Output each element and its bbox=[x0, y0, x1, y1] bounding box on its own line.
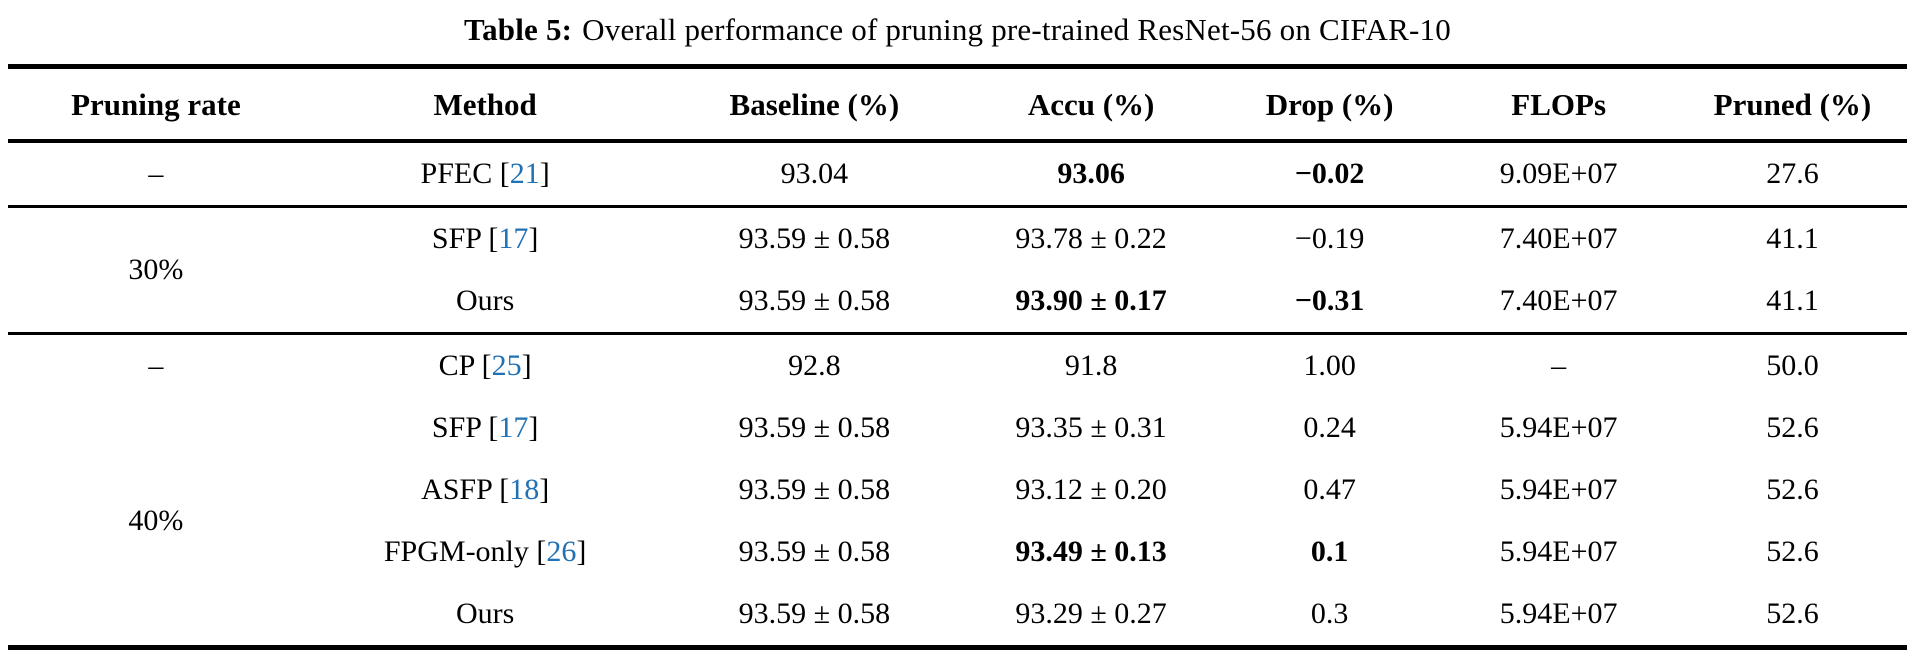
flops-cell: 5.94E+07 bbox=[1499, 411, 1618, 444]
accu-cell: 93.78 ± 0.22 bbox=[962, 205, 1220, 270]
method-cell: ASFP [18] bbox=[421, 473, 550, 506]
citation-link[interactable]: 17 bbox=[498, 411, 529, 444]
col-header-method: Method bbox=[433, 87, 537, 122]
drop-cell: −0.31 bbox=[1294, 284, 1365, 317]
drop-cell: 0.24 bbox=[1303, 411, 1356, 444]
pruning-rate-cell: – bbox=[8, 332, 304, 397]
accu-cell: 93.06 bbox=[1057, 157, 1125, 190]
col-header-accu: Accu (%) bbox=[1027, 87, 1155, 122]
table-row: – PFEC [21] 93.04 93.06 −0.02 9.09E+07 27.6 bbox=[8, 141, 1907, 207]
baseline-cell: 93.59 ± 0.58 bbox=[738, 597, 891, 630]
pruned-cell: 41.1 bbox=[1677, 205, 1907, 270]
pruning-rate-cell: – bbox=[148, 157, 164, 190]
drop-cell: −0.02 bbox=[1294, 157, 1365, 190]
col-header-flops: FLOPs bbox=[1511, 87, 1607, 122]
drop-cell: 0.1 bbox=[1310, 535, 1349, 568]
pruned-cell: 41.1 bbox=[1766, 284, 1819, 317]
pruning-rate-cell: 40% bbox=[128, 504, 184, 537]
col-header-drop: Drop (%) bbox=[1265, 87, 1394, 122]
pruned-cell: 27.6 bbox=[1766, 157, 1819, 190]
col-header-pruned: Pruned (%) bbox=[1713, 87, 1872, 122]
flops-cell: 7.40E+07 bbox=[1439, 205, 1678, 270]
baseline-cell: 92.8 bbox=[666, 332, 963, 397]
header-row: Pruning rate Method Baseline (%) Accu (%… bbox=[8, 66, 1907, 141]
table-row: – CP [25] 92.8 91.8 1.00–50.0 bbox=[8, 332, 1907, 397]
method-name: ASFP bbox=[421, 473, 492, 506]
method-name: FPGM-only bbox=[383, 535, 529, 568]
table-row: Ours 93.59 ± 0.58 93.29 ± 0.27 0.3 5.94E+07 5… bbox=[8, 583, 1907, 648]
method-cell: CP [25] bbox=[303, 332, 667, 397]
table-caption: Table 5: Overall performance of pruning p… bbox=[8, 10, 1907, 50]
method-name: CP bbox=[438, 349, 475, 382]
drop-cell: 0.3 bbox=[1310, 597, 1349, 630]
flops-cell: – bbox=[1439, 332, 1678, 397]
method-cell: PFEC [21] bbox=[420, 157, 550, 190]
col-header-pruning-rate: Pruning rate bbox=[71, 87, 241, 122]
flops-cell: 5.94E+07 bbox=[1499, 473, 1618, 506]
accu-cell: 93.90 ± 0.17 bbox=[1015, 284, 1167, 317]
table-row: FPGM-only [26] 93.59 ± 0.58 93.49 ± 0.13 0.… bbox=[8, 521, 1907, 583]
table-row: 40% SFP [17] 93.59 ± 0.58 93.35 ± 0.31 0.24 5… bbox=[8, 397, 1907, 537]
table-row: ASFP [18] 93.59 ± 0.58 93.12 ± 0.20 0.47 5.9… bbox=[8, 459, 1907, 521]
method-cell: Ours bbox=[304, 270, 667, 334]
flops-cell: 5.94E+07 bbox=[1499, 535, 1618, 568]
table-row: Ours 93.59 ± 0.58 93.90 ± 0.17 −0.31 7.40E+0… bbox=[8, 270, 1907, 334]
baseline-cell: 93.59 ± 0.58 bbox=[666, 205, 963, 270]
pruned-cell: 52.6 bbox=[1766, 411, 1819, 444]
method-cell: Ours bbox=[304, 583, 667, 648]
pruned-cell: 52.6 bbox=[1766, 535, 1819, 568]
accu-cell: 93.35 ± 0.31 bbox=[1015, 411, 1167, 444]
pruned-cell: 52.6 bbox=[1766, 473, 1819, 506]
baseline-cell: 93.59 ± 0.58 bbox=[738, 411, 891, 444]
table-caption-text: Overall performance of pruning pre-train… bbox=[582, 12, 1451, 47]
accu-cell: 93.49 ± 0.13 bbox=[1015, 535, 1167, 568]
drop-cell: 0.47 bbox=[1303, 473, 1356, 506]
citation-link[interactable]: 17 bbox=[498, 222, 529, 255]
col-header-baseline: Baseline (%) bbox=[729, 87, 900, 122]
method-name: Ours bbox=[455, 284, 515, 317]
drop-cell: −0.19 bbox=[1219, 205, 1440, 270]
method-name: Ours bbox=[455, 597, 515, 630]
pruning-rate-cell: 30% bbox=[8, 205, 304, 334]
citation-link[interactable]: 26 bbox=[546, 535, 577, 568]
citation-link[interactable]: 21 bbox=[509, 157, 540, 190]
flops-cell: 5.94E+07 bbox=[1499, 597, 1618, 630]
flops-cell: 7.40E+07 bbox=[1499, 284, 1618, 317]
baseline-cell: 93.04 bbox=[780, 157, 849, 190]
accu-cell: 93.12 ± 0.20 bbox=[1015, 473, 1167, 506]
baseline-cell: 93.59 ± 0.58 bbox=[738, 284, 891, 317]
accu-cell: 93.29 ± 0.27 bbox=[1015, 597, 1167, 630]
baseline-cell: 93.59 ± 0.58 bbox=[738, 473, 891, 506]
flops-cell: 9.09E+07 bbox=[1499, 157, 1618, 190]
citation-link[interactable]: 25 bbox=[491, 349, 522, 382]
table-body: – PFEC [21] 93.04 93.06 −0.02 9.09E+07 27.6 30%… bbox=[8, 141, 1907, 648]
table-caption-label: Table 5: bbox=[464, 12, 573, 47]
citation-link[interactable]: 18 bbox=[509, 473, 540, 506]
method-name: PFEC bbox=[420, 157, 493, 190]
method-cell: FPGM-only [26] bbox=[383, 535, 587, 568]
accu-cell: 91.8 bbox=[962, 332, 1220, 397]
pruned-cell: 52.6 bbox=[1766, 597, 1819, 630]
drop-cell: 1.00 bbox=[1219, 332, 1440, 397]
results-table: Pruning rate Method Baseline (%) Accu (%… bbox=[8, 64, 1907, 650]
method-cell: SFP [17] bbox=[303, 205, 667, 270]
method-cell: SFP [17] bbox=[431, 411, 539, 444]
method-name: SFP bbox=[431, 222, 481, 255]
table-header: Pruning rate Method Baseline (%) Accu (%… bbox=[8, 66, 1907, 141]
method-name: SFP bbox=[431, 411, 481, 444]
pruned-cell: 50.0 bbox=[1677, 332, 1907, 397]
baseline-cell: 93.59 ± 0.58 bbox=[738, 535, 891, 568]
table-row: 30% SFP [17] 93.59 ± 0.58 93.78 ± 0.22 −0.19… bbox=[8, 205, 1907, 334]
